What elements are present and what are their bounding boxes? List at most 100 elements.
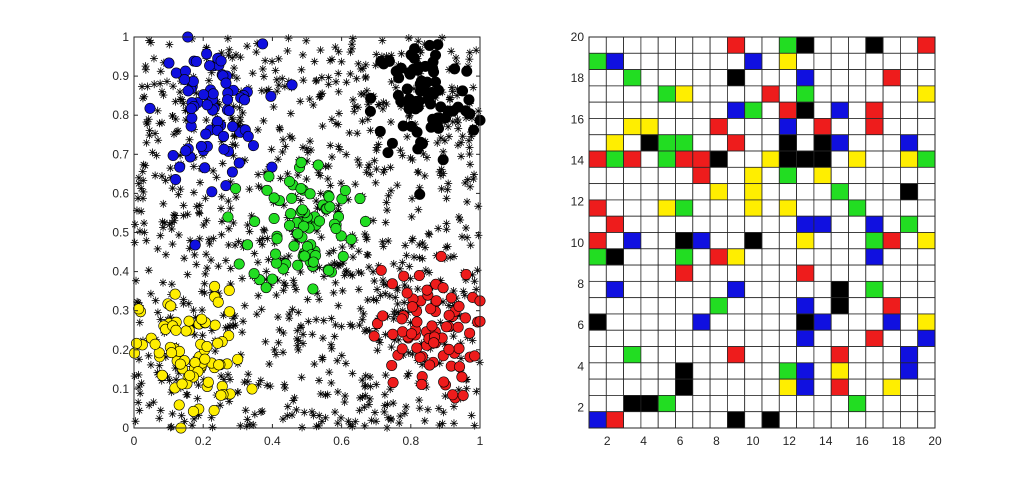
grid-cell bbox=[605, 69, 624, 87]
asterisk-point bbox=[323, 174, 332, 183]
asterisk-point bbox=[283, 402, 292, 411]
cluster-point bbox=[447, 105, 459, 117]
cluster-point bbox=[186, 112, 198, 124]
asterisk-point bbox=[448, 117, 457, 126]
grid-cell bbox=[796, 36, 815, 54]
grid-cell bbox=[900, 52, 919, 70]
asterisk-point bbox=[317, 233, 326, 242]
cluster-point bbox=[170, 174, 182, 186]
asterisk-point bbox=[355, 160, 364, 169]
asterisk-point bbox=[145, 401, 154, 410]
asterisk-point bbox=[449, 332, 458, 341]
grid-cell bbox=[882, 85, 901, 103]
asterisk-point bbox=[395, 264, 404, 273]
cluster-point bbox=[359, 216, 371, 228]
y-tick-label: 6 bbox=[577, 318, 584, 332]
asterisk-point bbox=[333, 387, 342, 396]
asterisk-point bbox=[165, 376, 174, 385]
y-tick-label: 14 bbox=[571, 153, 585, 167]
asterisk-point bbox=[288, 410, 297, 419]
asterisk-point bbox=[444, 122, 453, 131]
cluster-point bbox=[266, 161, 278, 173]
grid-cell bbox=[605, 101, 624, 119]
grid-cell bbox=[813, 183, 832, 201]
grid-cell bbox=[605, 183, 624, 201]
grid-cell bbox=[796, 101, 815, 119]
asterisk-point bbox=[297, 65, 306, 74]
grid-cell bbox=[778, 346, 797, 364]
asterisk-point bbox=[404, 34, 413, 43]
grid-cell bbox=[623, 346, 642, 364]
grid-cell bbox=[605, 313, 624, 331]
asterisk-point bbox=[333, 356, 342, 365]
asterisk-point bbox=[461, 223, 470, 232]
asterisk-point bbox=[140, 92, 149, 101]
cluster-point bbox=[268, 213, 280, 225]
cluster-point bbox=[432, 84, 444, 96]
cluster-point bbox=[129, 347, 141, 359]
grid-cell bbox=[865, 183, 884, 201]
cluster-point bbox=[378, 58, 390, 70]
cluster-point bbox=[415, 136, 427, 148]
cluster-point bbox=[295, 156, 307, 168]
asterisk-point bbox=[337, 322, 346, 331]
grid-cell bbox=[865, 118, 884, 136]
x-tick-label: 2 bbox=[604, 434, 611, 448]
grid-cell bbox=[657, 362, 676, 380]
asterisk-point bbox=[229, 151, 238, 160]
asterisk-point bbox=[360, 382, 369, 391]
asterisk-point bbox=[402, 251, 411, 260]
asterisk-point bbox=[423, 405, 432, 414]
grid-cell bbox=[917, 264, 936, 282]
grid-cell bbox=[623, 411, 642, 429]
cluster-point bbox=[288, 240, 300, 252]
asterisk-point bbox=[414, 37, 423, 46]
asterisk-point bbox=[359, 309, 368, 318]
grid-cell bbox=[865, 378, 884, 396]
grid-cell bbox=[588, 362, 607, 380]
grid-cell bbox=[675, 85, 694, 103]
asterisk-point bbox=[168, 240, 177, 249]
grid-cell bbox=[882, 215, 901, 233]
grid-cell bbox=[727, 101, 746, 119]
grid-cell bbox=[744, 150, 763, 168]
grid-cell bbox=[796, 215, 815, 233]
grid-cell bbox=[761, 150, 780, 168]
grid-cell bbox=[744, 362, 763, 380]
cluster-point bbox=[199, 353, 211, 365]
asterisk-point bbox=[470, 170, 479, 179]
asterisk-point bbox=[448, 87, 457, 96]
grid-cell bbox=[900, 362, 919, 380]
asterisk-point bbox=[201, 269, 210, 278]
asterisk-point bbox=[382, 100, 391, 109]
grid-cell bbox=[778, 36, 797, 54]
asterisk-point bbox=[196, 178, 205, 187]
cluster-point bbox=[430, 49, 442, 61]
grid-cell bbox=[882, 150, 901, 168]
asterisk-point bbox=[404, 369, 413, 378]
cluster-point bbox=[195, 140, 207, 152]
cluster-point bbox=[223, 284, 235, 296]
y-tick-label: 1 bbox=[122, 30, 129, 44]
asterisk-point bbox=[337, 179, 346, 188]
grid-cell bbox=[917, 362, 936, 380]
y-tick-label: 0.5 bbox=[112, 226, 129, 240]
grid-cell bbox=[727, 69, 746, 87]
asterisk-point bbox=[232, 193, 241, 202]
grid-cell bbox=[900, 346, 919, 364]
asterisk-point bbox=[384, 413, 393, 422]
grid-cell bbox=[692, 248, 711, 266]
cluster-point bbox=[260, 282, 272, 294]
grid-cell bbox=[865, 264, 884, 282]
grid-cell bbox=[865, 232, 884, 250]
cluster-point bbox=[226, 166, 238, 178]
grid-cell bbox=[848, 297, 867, 315]
asterisk-point bbox=[348, 34, 357, 43]
asterisk-point bbox=[270, 345, 279, 354]
cluster-point bbox=[247, 140, 259, 152]
grid-cell bbox=[900, 36, 919, 54]
asterisk-point bbox=[298, 143, 307, 152]
grid-cell bbox=[830, 232, 849, 250]
asterisk-point bbox=[275, 325, 284, 334]
asterisk-point bbox=[338, 243, 347, 252]
